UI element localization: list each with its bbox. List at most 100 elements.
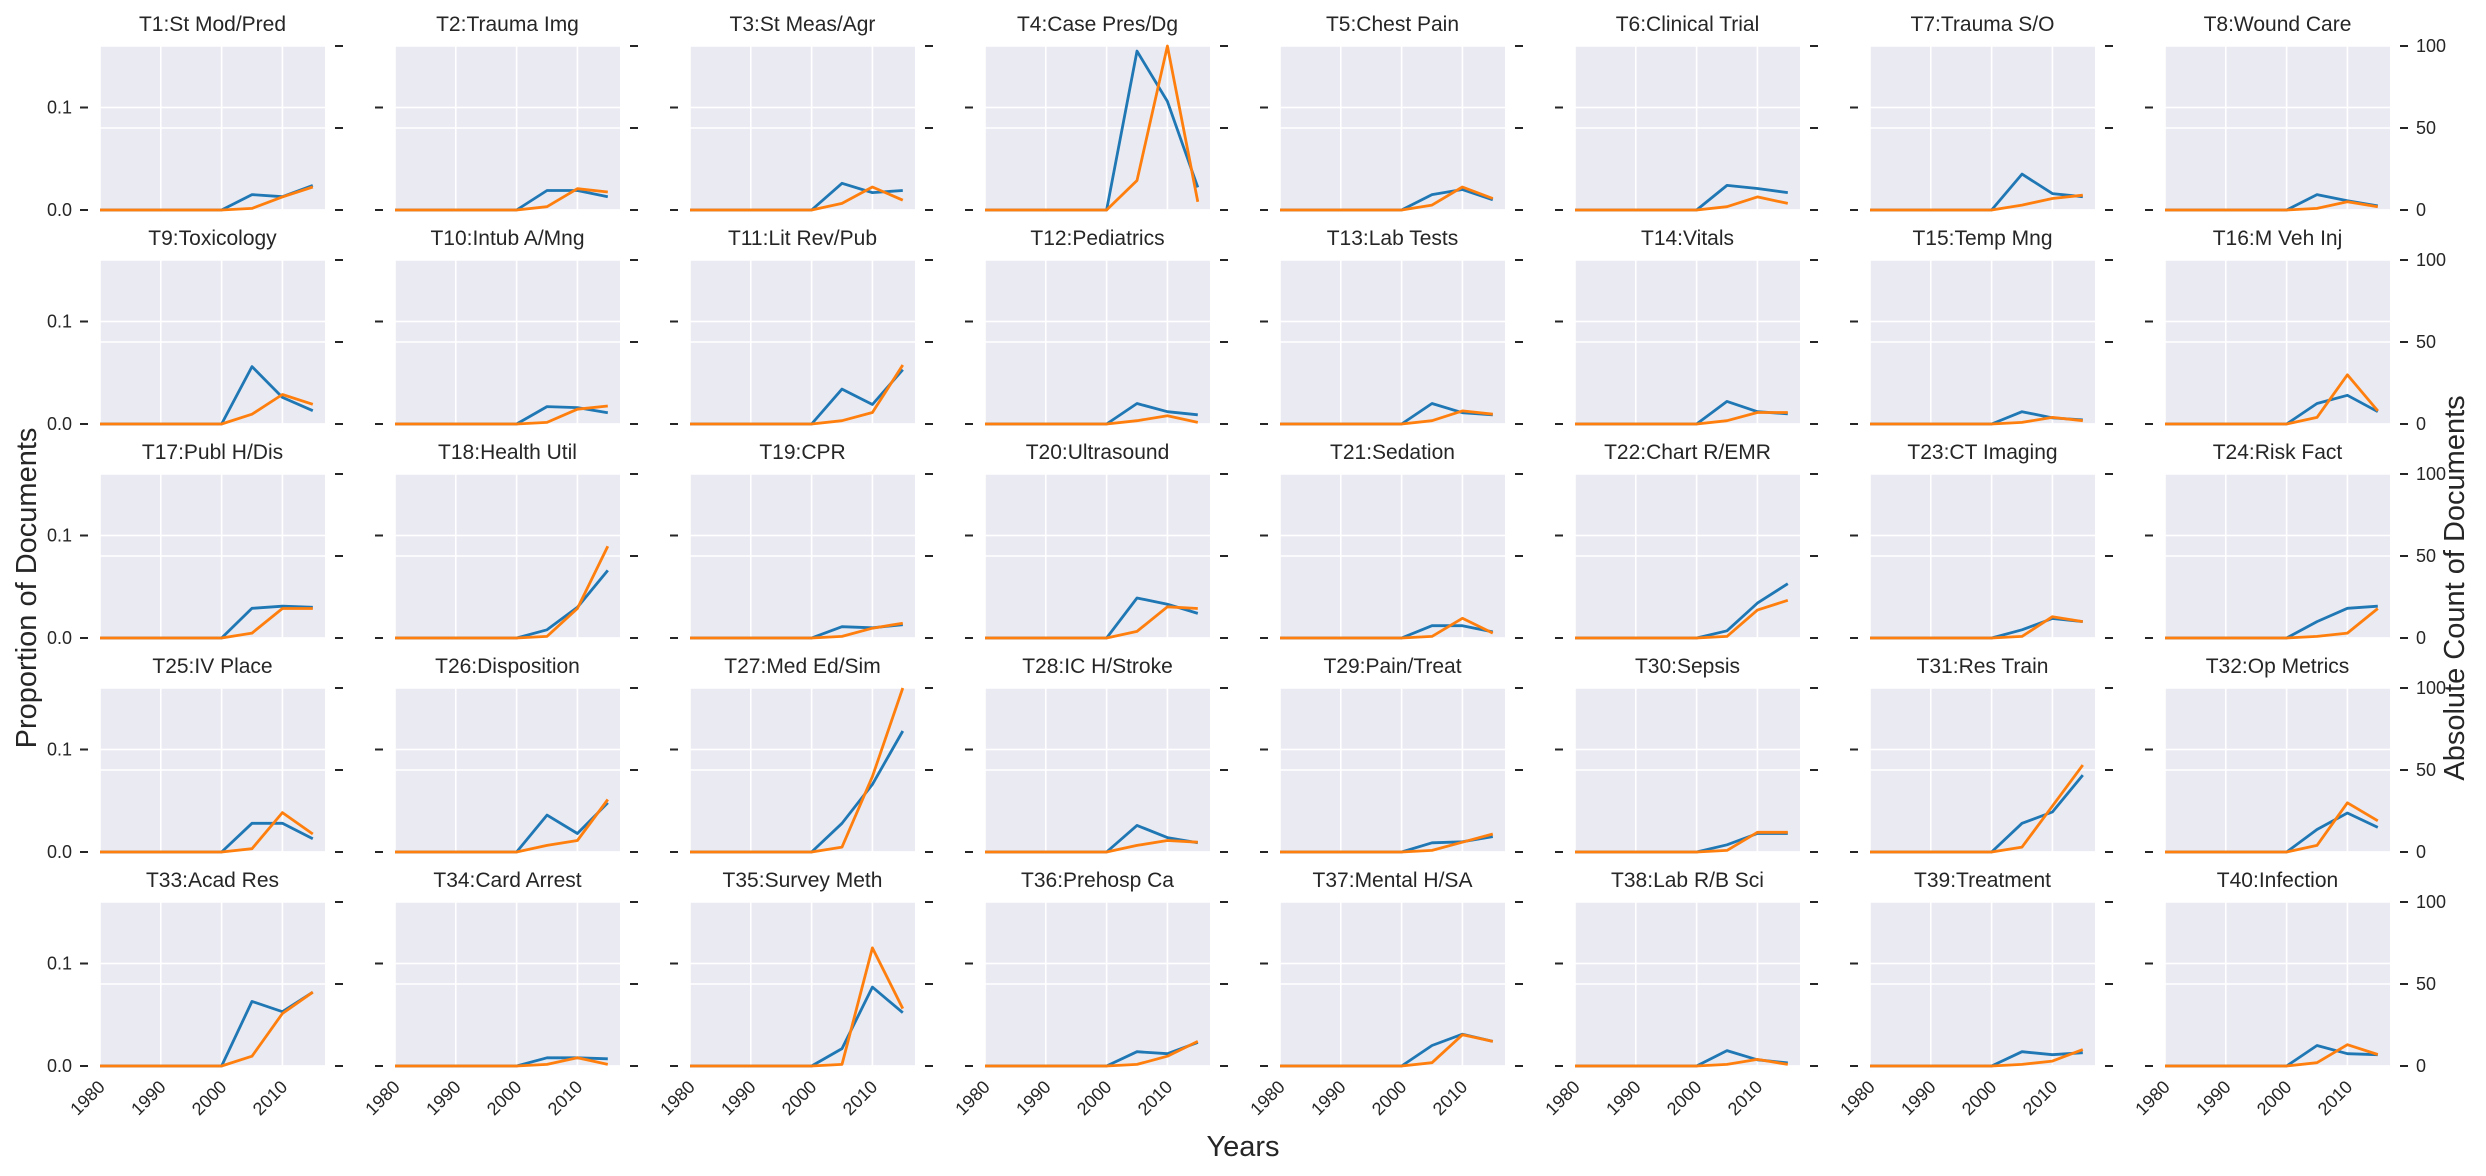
panel-t37: 1980 1990 2000 2010 T37:Mental H/SA bbox=[1246, 869, 1523, 1119]
panel-t6: T6:Clinical Trial bbox=[1555, 13, 1818, 212]
x-tick-label: 1990 bbox=[1012, 1077, 1054, 1119]
panels-group: 0.0 0.1 T1:St Mod/Pred T2:Trauma Img T3:St M… bbox=[47, 13, 2446, 1119]
panel-title: T28:IC H/Stroke bbox=[1022, 655, 1173, 678]
x-tick-label: 2000 bbox=[483, 1077, 525, 1119]
panel-t19: T19:CPR bbox=[670, 441, 933, 640]
x-tick-label: 1980 bbox=[1836, 1077, 1878, 1119]
x-tick-label: 1980 bbox=[656, 1077, 698, 1119]
panel-t5: T5:Chest Pain bbox=[1260, 13, 1523, 212]
x-tick-label: 2010 bbox=[1724, 1077, 1766, 1119]
panel-title: T13:Lab Tests bbox=[1327, 227, 1459, 250]
panel-title: T35:Survey Meth bbox=[723, 869, 883, 892]
series-count-line bbox=[1280, 185, 1494, 212]
y-tick-label-left: 0.0 bbox=[47, 200, 72, 220]
x-tick-label: 2000 bbox=[1958, 1077, 2000, 1119]
x-tick-label: 1980 bbox=[2131, 1077, 2173, 1119]
series-count-line bbox=[985, 44, 1200, 212]
x-tick-label: 2010 bbox=[2314, 1077, 2356, 1119]
y-tick-label-right: 50 bbox=[2416, 332, 2436, 352]
series-count-line bbox=[1870, 764, 2084, 854]
series-count-line bbox=[1870, 193, 2083, 212]
panel-t7: T7:Trauma S/O bbox=[1850, 13, 2113, 212]
series-count-line bbox=[100, 991, 314, 1068]
x-tick-label: 1980 bbox=[361, 1077, 403, 1119]
series-count-line bbox=[100, 185, 314, 212]
panel-title: T29:Pain/Treat bbox=[1323, 655, 1461, 678]
panel-t36: 1980 1990 2000 2010 T36:Prehosp Ca bbox=[951, 869, 1228, 1119]
panel-title: T26:Disposition bbox=[435, 655, 580, 678]
panel-title: T40:Infection bbox=[2217, 869, 2338, 892]
panel-title: T39:Treatment bbox=[1914, 869, 2051, 892]
x-tick-label: 1980 bbox=[1541, 1077, 1583, 1119]
y-tick-label-left: 0.1 bbox=[47, 954, 72, 974]
panel-title: T7:Trauma S/O bbox=[1911, 13, 2055, 36]
x-tick-label: 1990 bbox=[2192, 1077, 2234, 1119]
panel-title: T17:Publ H/Dis bbox=[142, 441, 283, 464]
panel-title: T16:M Veh Inj bbox=[2213, 227, 2343, 250]
panel-t35: 1980 1990 2000 2010 T35:Survey Meth bbox=[656, 869, 933, 1119]
series-count-line bbox=[690, 364, 904, 426]
panel-title: T30:Sepsis bbox=[1635, 655, 1740, 678]
y-tick-label-left: 0.0 bbox=[47, 414, 72, 434]
x-tick-label: 1980 bbox=[1246, 1077, 1288, 1119]
panel-t27: T27:Med Ed/Sim bbox=[670, 655, 933, 854]
panel-title: T18:Health Util bbox=[438, 441, 577, 464]
x-tick-label: 1980 bbox=[951, 1077, 993, 1119]
y-tick-label-left: 0.1 bbox=[47, 98, 72, 118]
series-count-line bbox=[2165, 200, 2379, 212]
panel-t10: T10:Intub A/Mng bbox=[375, 227, 638, 426]
x-tick-label: 1990 bbox=[1307, 1077, 1349, 1119]
panel-t26: T26:Disposition bbox=[375, 655, 638, 854]
panel-title: T3:St Meas/Agr bbox=[730, 13, 876, 36]
series-count-line bbox=[690, 185, 904, 212]
series-count-line bbox=[1575, 830, 1788, 854]
x-tick-label: 2000 bbox=[1663, 1077, 1705, 1119]
panel-t40: 0 50 100 1980 1990 2000 2010 T40:Infection bbox=[2131, 869, 2446, 1119]
panel-t18: T18:Health Util bbox=[375, 441, 638, 640]
series-count-line bbox=[985, 839, 1198, 854]
series-count-line bbox=[1870, 615, 2084, 640]
y-tick-label-right: 0 bbox=[2416, 1056, 2426, 1076]
panel-t25: 0.0 0.1 T25:IV Place bbox=[47, 655, 343, 862]
series-count-line bbox=[690, 687, 905, 854]
series-count-line bbox=[395, 798, 609, 854]
panel-title: T14:Vitals bbox=[1641, 227, 1734, 250]
x-tick-label: 2000 bbox=[1368, 1077, 1410, 1119]
series-count-line bbox=[100, 393, 314, 426]
panel-t1: 0.0 0.1 T1:St Mod/Pred bbox=[47, 13, 343, 220]
x-tick-label: 1990 bbox=[717, 1077, 759, 1119]
panel-t2: T2:Trauma Img bbox=[375, 13, 638, 212]
x-tick-label: 1990 bbox=[1897, 1077, 1939, 1119]
series-count-line bbox=[1280, 832, 1494, 854]
panel-t38: 1980 1990 2000 2010 T38:Lab R/B Sci bbox=[1541, 869, 1818, 1119]
panel-t14: T14:Vitals bbox=[1555, 227, 1818, 426]
panel-title: T12:Pediatrics bbox=[1030, 227, 1164, 250]
series-count-line bbox=[1280, 616, 1494, 640]
x-tick-label: 2010 bbox=[249, 1077, 291, 1119]
panel-t4: T4:Case Pres/Dg bbox=[965, 13, 1228, 212]
series-count-line bbox=[395, 545, 610, 640]
x-tick-label: 1990 bbox=[422, 1077, 464, 1119]
panel-title: T33:Acad Res bbox=[146, 869, 279, 892]
x-axis-label: Years bbox=[1206, 1131, 1279, 1163]
panel-t30: T30:Sepsis bbox=[1555, 655, 1818, 854]
panel-t34: 1980 1990 2000 2010 T34:Card Arrest bbox=[361, 869, 638, 1119]
x-tick-label: 2000 bbox=[2253, 1077, 2295, 1119]
panel-t16: 0 50 100 T16:M Veh Inj bbox=[2145, 227, 2446, 434]
series-count-line bbox=[1870, 1048, 2084, 1068]
series-count-line bbox=[690, 946, 905, 1068]
panel-title: T11:Lit Rev/Pub bbox=[728, 227, 877, 250]
y-tick-label-right: 100 bbox=[2416, 250, 2446, 270]
y-tick-label-left: 0.0 bbox=[47, 628, 72, 648]
panel-title: T21:Sedation bbox=[1330, 441, 1455, 464]
panel-t28: T28:IC H/Stroke bbox=[965, 655, 1228, 854]
panel-t12: T12:Pediatrics bbox=[965, 227, 1228, 426]
panel-t8: 0 50 100 T8:Wound Care bbox=[2145, 13, 2446, 220]
y-tick-label-right: 100 bbox=[2416, 892, 2446, 912]
series-count-line bbox=[2165, 1043, 2379, 1068]
y-tick-label-right: 50 bbox=[2416, 974, 2436, 994]
series-count-line bbox=[1575, 1058, 1789, 1068]
panel-title: T9:Toxicology bbox=[148, 227, 277, 250]
y-tick-label-right: 100 bbox=[2416, 464, 2446, 484]
